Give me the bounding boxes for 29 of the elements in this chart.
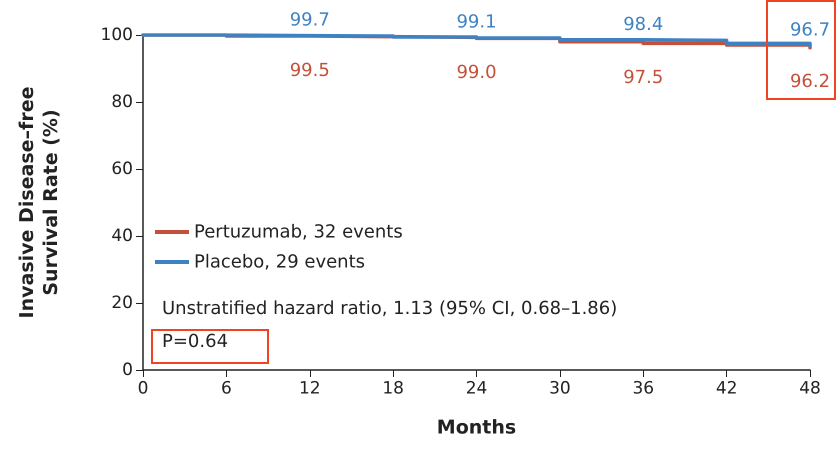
y-tick-label: 20 <box>111 293 133 313</box>
x-tick-label: 30 <box>549 378 571 398</box>
annotation: P=0.64 <box>162 331 228 352</box>
legend-label: Placebo, 29 events <box>194 252 366 272</box>
annotation: 99.7 <box>290 10 330 31</box>
x-tick-label: 42 <box>716 378 738 398</box>
x-tick-label: 12 <box>298 378 321 398</box>
annotation: 98.4 <box>623 14 664 35</box>
annotation: Unstratified hazard ratio, 1.13 (95% CI, 0.68–1.86) <box>162 298 618 319</box>
y-tick-label: 40 <box>111 226 133 246</box>
annotation: 96.2 <box>790 71 830 92</box>
x-tick-label: 0 <box>138 378 148 398</box>
y-tick-label: 100 <box>100 25 133 45</box>
x-tick-label: 18 <box>382 378 404 398</box>
x-tick-label: 48 <box>799 378 821 398</box>
annotation: 99.5 <box>290 60 330 82</box>
x-tick-label: 24 <box>466 378 488 398</box>
y-tick-label: 80 <box>111 92 133 112</box>
y-tick-label: 0 <box>122 360 133 380</box>
x-tick-label: 6 <box>220 378 232 398</box>
annotation: 96.7 <box>790 20 830 41</box>
y-axis-title: Invasive Disease–free Survival Rate (%) <box>16 86 62 318</box>
legend-label: Pertuzumab, 32 events <box>194 222 403 242</box>
x-tick-label: 36 <box>632 378 654 398</box>
x-axis-title: Months <box>436 416 516 438</box>
annotation: 99.1 <box>456 12 497 33</box>
y-tick-label: 60 <box>111 159 133 179</box>
annotation: 97.5 <box>623 66 664 88</box>
annotation: 99.0 <box>456 62 497 83</box>
